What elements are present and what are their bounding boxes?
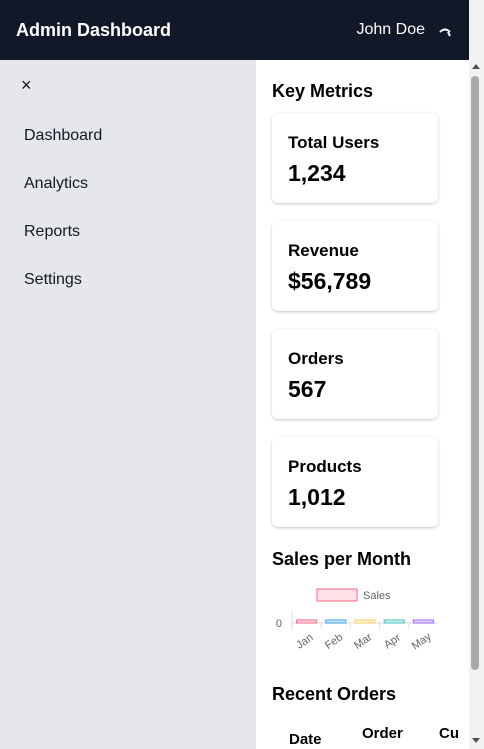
bar <box>296 619 318 624</box>
user-menu[interactable]: John Doe <box>357 19 454 41</box>
metric-card-orders: Orders 567 <box>272 329 438 419</box>
metric-value: 1,234 <box>288 160 346 186</box>
recent-orders-title: Recent Orders <box>272 684 397 704</box>
x-tick-label: Jan <box>294 632 315 652</box>
sales-bar-chart: Sales 0 Jan Feb Mar Apr May <box>276 588 438 652</box>
metric-card-products: Products 1,012 <box>272 437 438 527</box>
column-header-customer[interactable]: Cu <box>439 725 459 742</box>
sidebar-item-reports[interactable]: Reports <box>24 223 81 240</box>
metric-value: 1,012 <box>288 484 346 510</box>
x-tick-label: Mar <box>352 631 375 652</box>
app-header: Admin Dashboard John Doe <box>0 0 469 60</box>
user-name: John Doe <box>356 21 426 38</box>
orders-table-header: Date Order Cu <box>256 725 469 749</box>
sales-chart-title: Sales per Month <box>272 549 412 569</box>
y-tick-label: 0 <box>276 618 282 630</box>
main-content: Key Metrics Total Users 1,234 Revenue $5… <box>256 60 469 749</box>
scrollbar-thumb[interactable] <box>471 76 479 670</box>
metric-label: Total Users <box>288 133 380 152</box>
metric-card-revenue: Revenue $56,789 <box>272 221 438 311</box>
logout-icon[interactable] <box>437 25 453 41</box>
legend-swatch <box>316 588 358 602</box>
metric-card-users: Total Users 1,234 <box>272 113 438 203</box>
scroll-down-arrow[interactable] <box>472 738 480 743</box>
sidebar-item-settings[interactable]: Settings <box>24 271 82 288</box>
vertical-scrollbar[interactable] <box>469 0 484 749</box>
metric-label: Products <box>288 457 362 476</box>
sidebar-item-analytics[interactable]: Analytics <box>24 175 89 192</box>
metrics-title: Key Metrics <box>272 81 374 101</box>
x-tick-label: Feb <box>323 631 345 652</box>
app-title: Admin Dashboard <box>16 19 172 40</box>
bar <box>383 619 405 624</box>
bar <box>325 619 347 624</box>
sidebar-nav: Dashboard Analytics Reports Settings <box>24 126 102 318</box>
column-header-date[interactable]: Date <box>289 731 322 748</box>
column-header-order[interactable]: Order <box>362 725 403 742</box>
metric-value: $56,789 <box>288 268 372 294</box>
metric-label: Revenue <box>288 241 359 260</box>
metric-value: 567 <box>288 376 327 402</box>
bar <box>412 619 434 624</box>
scroll-up-arrow[interactable] <box>472 64 480 69</box>
sidebar-item-dashboard[interactable]: Dashboard <box>24 127 103 144</box>
x-tick-label: May <box>410 630 434 652</box>
close-sidebar-button[interactable]: × <box>21 75 32 95</box>
sidebar: × Dashboard Analytics Reports Settings <box>0 60 256 749</box>
bar <box>354 619 376 624</box>
legend-label: Sales <box>363 590 391 602</box>
metric-label: Orders <box>288 349 344 368</box>
x-tick-label: Apr <box>382 632 403 652</box>
